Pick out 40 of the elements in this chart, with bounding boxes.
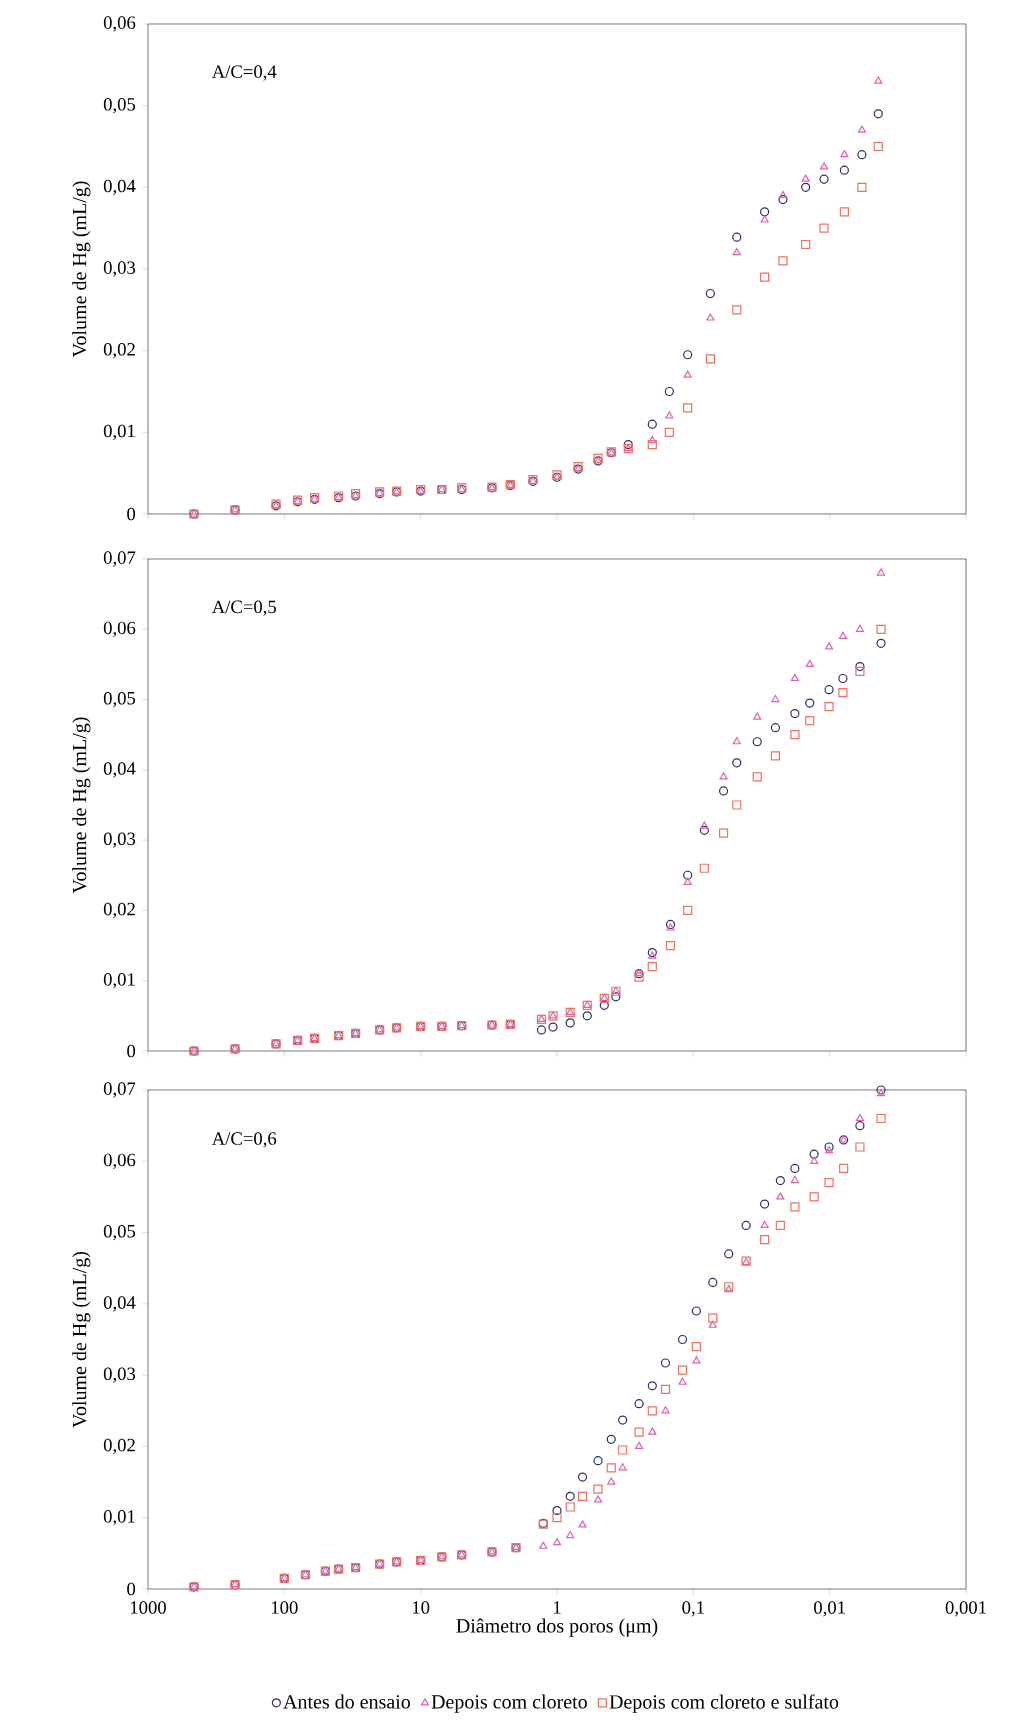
x-tick-label: 0,1 <box>682 1601 704 1617</box>
y-tick-label: 0,03 <box>103 1367 136 1383</box>
y-axis-title: Volume de Hg (mL/g) <box>72 717 91 894</box>
y-tick-label: 0,06 <box>103 16 136 32</box>
y-tick-label: 0,05 <box>103 98 136 114</box>
x-tick-label: 100 <box>271 1601 298 1614</box>
x-axis-title: Diâmetro dos poros (μm) <box>456 1618 658 1637</box>
legend-label: Antes do ensaio <box>283 1694 411 1709</box>
y-tick-label: 0,07 <box>103 1082 136 1098</box>
y-tick-label: 0,03 <box>103 832 136 848</box>
y-tick-label: 0,01 <box>103 1510 135 1526</box>
annotation: A/C=0,6 <box>211 1132 277 1148</box>
y-axis-title: Volume de Hg (mL/g) <box>72 181 91 358</box>
x-tick-label: 1000 <box>130 1601 166 1614</box>
y-axis-title: Volume de Hg (mL/g) <box>72 1251 91 1428</box>
y-tick-label: 0,01 <box>103 424 135 440</box>
y-tick-label: 0,04 <box>103 1296 136 1312</box>
y-tick-label: 0 <box>127 1582 136 1596</box>
y-tick-label: 0 <box>127 1044 136 1058</box>
x-tick-label: 0,001 <box>945 1601 986 1617</box>
legend-label: Depois com cloreto <box>431 1694 587 1713</box>
annotation: A/C=0,5 <box>211 600 277 616</box>
y-tick-label: 0,04 <box>103 179 136 195</box>
y-tick-label: 0,03 <box>103 261 136 277</box>
y-tick-label: 0,05 <box>103 691 136 708</box>
y-tick-label: 0,05 <box>103 1224 136 1241</box>
y-tick-label: 0,02 <box>103 343 135 359</box>
y-tick-label: 0 <box>127 507 136 521</box>
y-tick-label: 0,06 <box>103 1153 136 1169</box>
y-tick-label: 0,02 <box>103 1438 135 1455</box>
annotation: A/C=0,4 <box>211 65 277 81</box>
x-tick-label: 10 <box>412 1601 430 1614</box>
y-tick-label: 0,02 <box>103 902 135 919</box>
x-tick-label: 1 <box>553 1601 561 1614</box>
y-tick-label: 0,07 <box>103 551 136 567</box>
y-tick-label: 0,01 <box>103 973 135 989</box>
legend-label: Depois com cloreto e sulfato <box>609 1694 839 1713</box>
y-tick-label: 0,04 <box>103 762 136 778</box>
y-tick-label: 0,06 <box>103 621 136 637</box>
x-tick-label: 0,01 <box>814 1601 845 1617</box>
